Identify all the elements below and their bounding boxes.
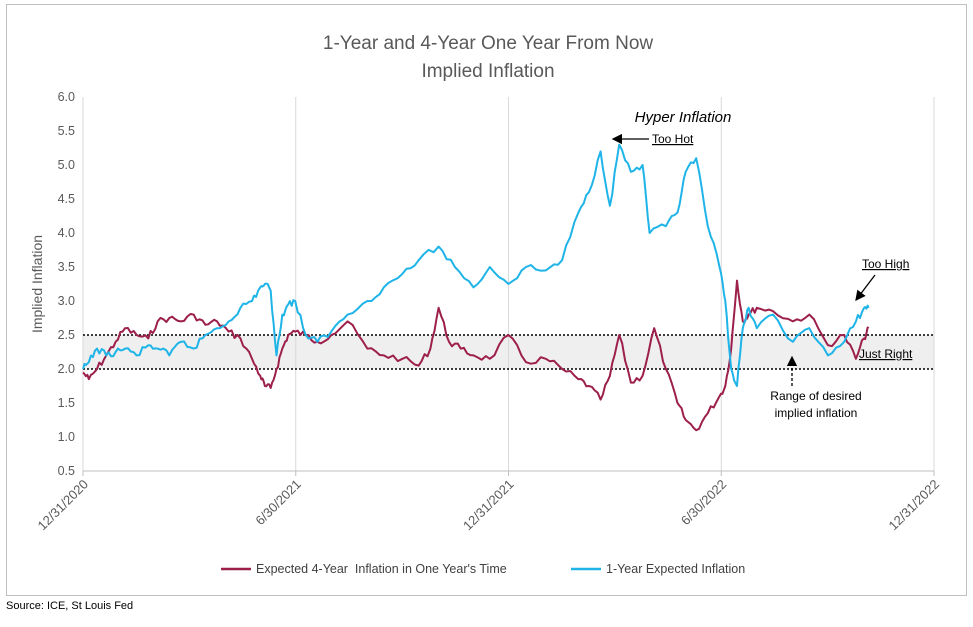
chart-title-line2: Implied Inflation (421, 61, 554, 82)
series-line-1yr (82, 143, 870, 387)
y-axis: 6.0 5.5 5.0 4.5 4.0 3.5 3.0 2.5 2.0 1.5 1.0 0.5 (58, 90, 75, 478)
y-tick-label: 6.0 (58, 90, 75, 104)
source-note: Source: ICE, St Louis Fed (6, 600, 134, 612)
y-tick-label: 4.5 (58, 192, 75, 206)
y-tick-label: 5.5 (58, 124, 75, 138)
y-tick-label: 3.5 (58, 260, 75, 274)
x-axis: 12/31/2020 6/30/2021 12/31/2021 6/30/2022 12… (34, 470, 942, 534)
x-tick-label: 6/30/2021 (252, 477, 304, 529)
legend: Expected 4-Year Inflation in One Year's … (221, 562, 745, 576)
y-axis-label: Implied Inflation (29, 235, 45, 333)
annotation-range-line1: Range of desired (770, 389, 861, 403)
y-tick-label: 2.0 (58, 362, 75, 376)
annotation-too-hot: Too Hot (652, 132, 694, 146)
annotation-too-high: Too High (862, 257, 909, 271)
legend-label-1yr: 1-Year Expected Inflation (606, 562, 745, 576)
arrow-too-high (855, 274, 876, 302)
series-layer (82, 143, 870, 432)
annotation-range-line2: implied inflation (775, 406, 858, 420)
y-tick-label: 1.5 (58, 396, 75, 410)
x-tick-label: 12/31/2020 (34, 477, 91, 534)
y-tick-label: 3.0 (58, 294, 75, 308)
y-tick-label: 1.0 (58, 430, 75, 444)
chart-frame: 1-Year and 4-Year One Year From Now Impl… (6, 4, 967, 596)
annotation-hyper-inflation: Hyper Inflation (635, 109, 732, 126)
line-chart: 1-Year and 4-Year One Year From Now Impl… (29, 33, 942, 576)
x-tick-label: 12/31/2021 (460, 477, 517, 534)
x-tick-label: 12/31/2022 (885, 477, 942, 534)
y-tick-label: 4.0 (58, 226, 75, 240)
legend-label-4yr: Expected 4-Year Inflation in One Year's … (256, 562, 507, 576)
y-tick-label: 0.5 (58, 464, 75, 478)
y-tick-label: 5.0 (58, 158, 75, 172)
x-tick-label: 6/30/2022 (678, 477, 730, 529)
series-line-4yr (82, 279, 870, 432)
chart-title-line1: 1-Year and 4-Year One Year From Now (323, 33, 654, 54)
annotation-just-right: Just Right (859, 347, 913, 361)
y-tick-label: 2.5 (58, 328, 75, 342)
